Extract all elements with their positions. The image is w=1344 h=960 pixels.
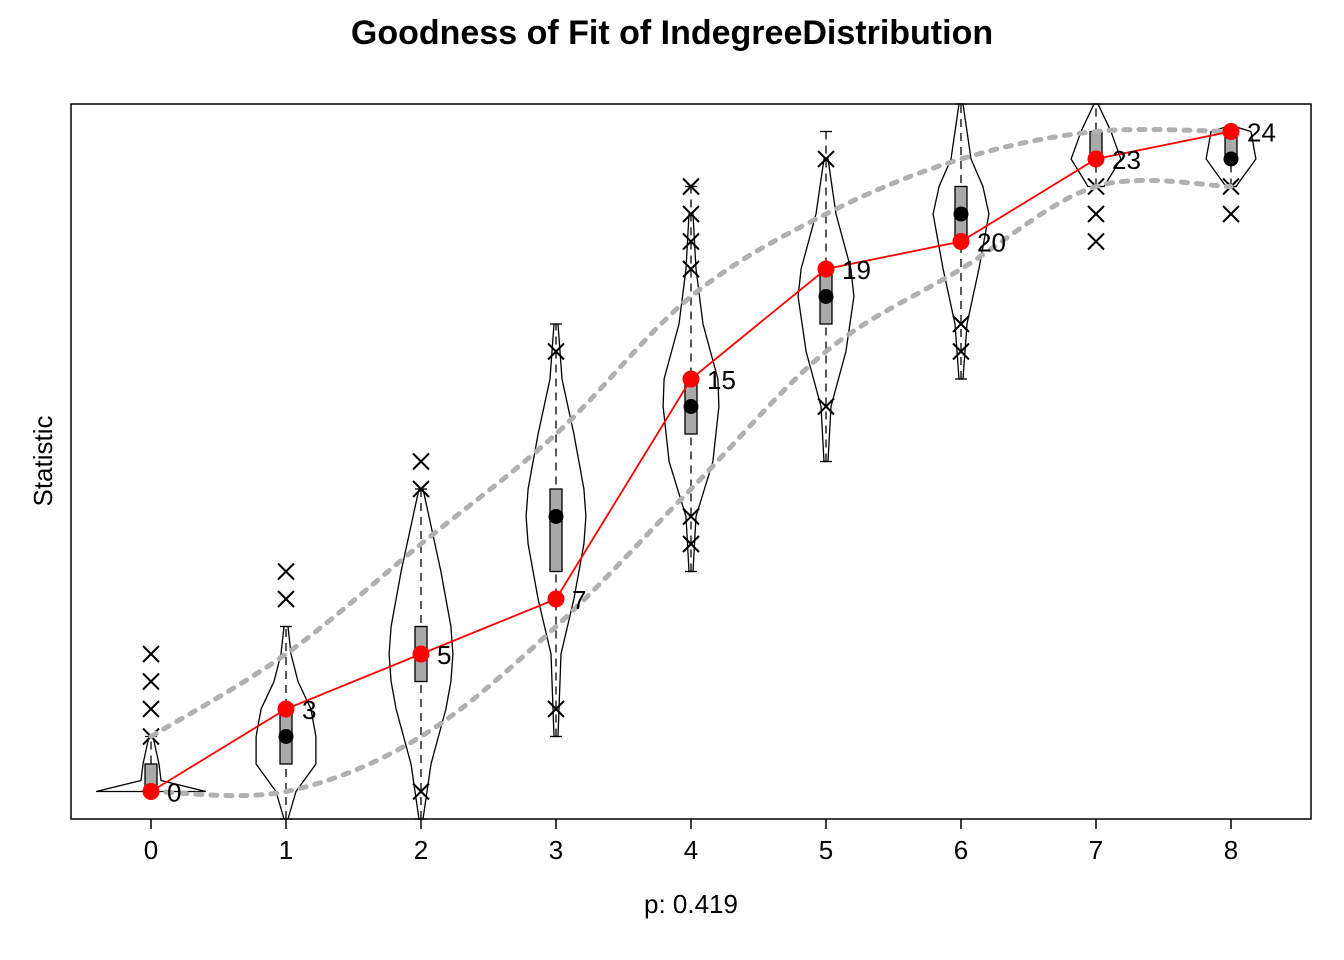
observed-point [817, 260, 835, 278]
observed-value-label: 24 [1247, 118, 1276, 148]
x-tick-label: 2 [414, 835, 428, 865]
violin-group [255, 562, 317, 820]
observed-point [277, 700, 295, 718]
outlier-mark [547, 700, 565, 718]
outlier-mark [1222, 205, 1240, 223]
observed-value-label: 19 [842, 255, 871, 285]
simulated-mean-point [278, 729, 294, 744]
observed-point [142, 783, 160, 800]
observed-point [952, 233, 970, 250]
outlier-mark [277, 590, 295, 608]
outlier-mark [682, 507, 700, 526]
outlier-mark [142, 645, 160, 663]
outlier-mark [682, 260, 700, 278]
chart-title: Goodness of Fit of IndegreeDistribution [351, 14, 993, 52]
violin-group [388, 452, 454, 820]
band-upper-line [148, 126, 1234, 739]
observed-value-label: 0 [167, 778, 181, 808]
plot-frame [70, 103, 1312, 820]
violin-group [662, 177, 720, 573]
observed-value-label: 15 [707, 365, 736, 395]
violin-outline [662, 213, 720, 573]
x-tick-label: 8 [1224, 835, 1238, 865]
outlier-mark [682, 177, 700, 196]
x-tick-label: 5 [819, 835, 833, 865]
simulated-mean-point [548, 509, 564, 524]
observed-layer: 0 3 5 7 15 19 20 23 24 [142, 118, 1276, 808]
outlier-mark [952, 342, 970, 361]
box [549, 488, 563, 573]
x-tick-label: 6 [954, 835, 968, 865]
violin-group [932, 103, 990, 380]
outlier-mark [412, 452, 430, 471]
x-tick-label: 3 [549, 835, 563, 865]
simulated-mean-point [953, 206, 969, 222]
outlier-mark [817, 397, 835, 416]
violin-group [1070, 103, 1122, 251]
outlier-mark [1087, 205, 1105, 223]
observed-point [1222, 123, 1240, 140]
y-axis-label: Statistic [28, 415, 58, 506]
violin-group [525, 323, 587, 738]
observed-point [682, 370, 700, 388]
simulated-mean-point [1223, 151, 1239, 167]
observed-value-label: 23 [1112, 145, 1141, 175]
outlier-mark [547, 342, 565, 361]
outlier-mark [142, 672, 160, 691]
observed-point [1087, 150, 1105, 168]
outlier-mark [817, 150, 835, 168]
outlier-mark [277, 562, 295, 581]
outlier-mark [1087, 232, 1105, 251]
observed-value-label: 5 [437, 640, 451, 670]
violin-group [1205, 125, 1257, 223]
outlier-mark [682, 232, 700, 251]
violin-group [96, 645, 206, 799]
x-axis-label: p: 0.419 [644, 889, 738, 919]
outlier-mark [682, 535, 700, 553]
violin-group [797, 130, 855, 463]
x-tick-label: 4 [684, 835, 698, 865]
observed-value-label: 20 [977, 228, 1006, 258]
observed-value-label: 7 [572, 585, 586, 615]
x-tick-label: 7 [1089, 835, 1103, 865]
band-lower-line [148, 177, 1234, 799]
observed-value-label: 3 [302, 695, 316, 725]
x-axis: 0 1 2 3 4 5 6 7 8 [144, 819, 1238, 865]
x-tick-label: 0 [144, 835, 158, 865]
observed-point [547, 590, 565, 608]
outlier-mark [142, 700, 160, 718]
simulated-mean-point [818, 289, 834, 304]
confidence-band-layer [148, 126, 1234, 799]
outlier-mark [412, 480, 430, 498]
outlier-mark [412, 782, 430, 801]
simulated-mean-point [683, 399, 699, 414]
outlier-mark [952, 315, 970, 333]
outlier-mark [682, 205, 700, 223]
violins-layer [96, 103, 1257, 820]
observed-point [412, 645, 430, 663]
x-tick-label: 1 [279, 835, 293, 865]
